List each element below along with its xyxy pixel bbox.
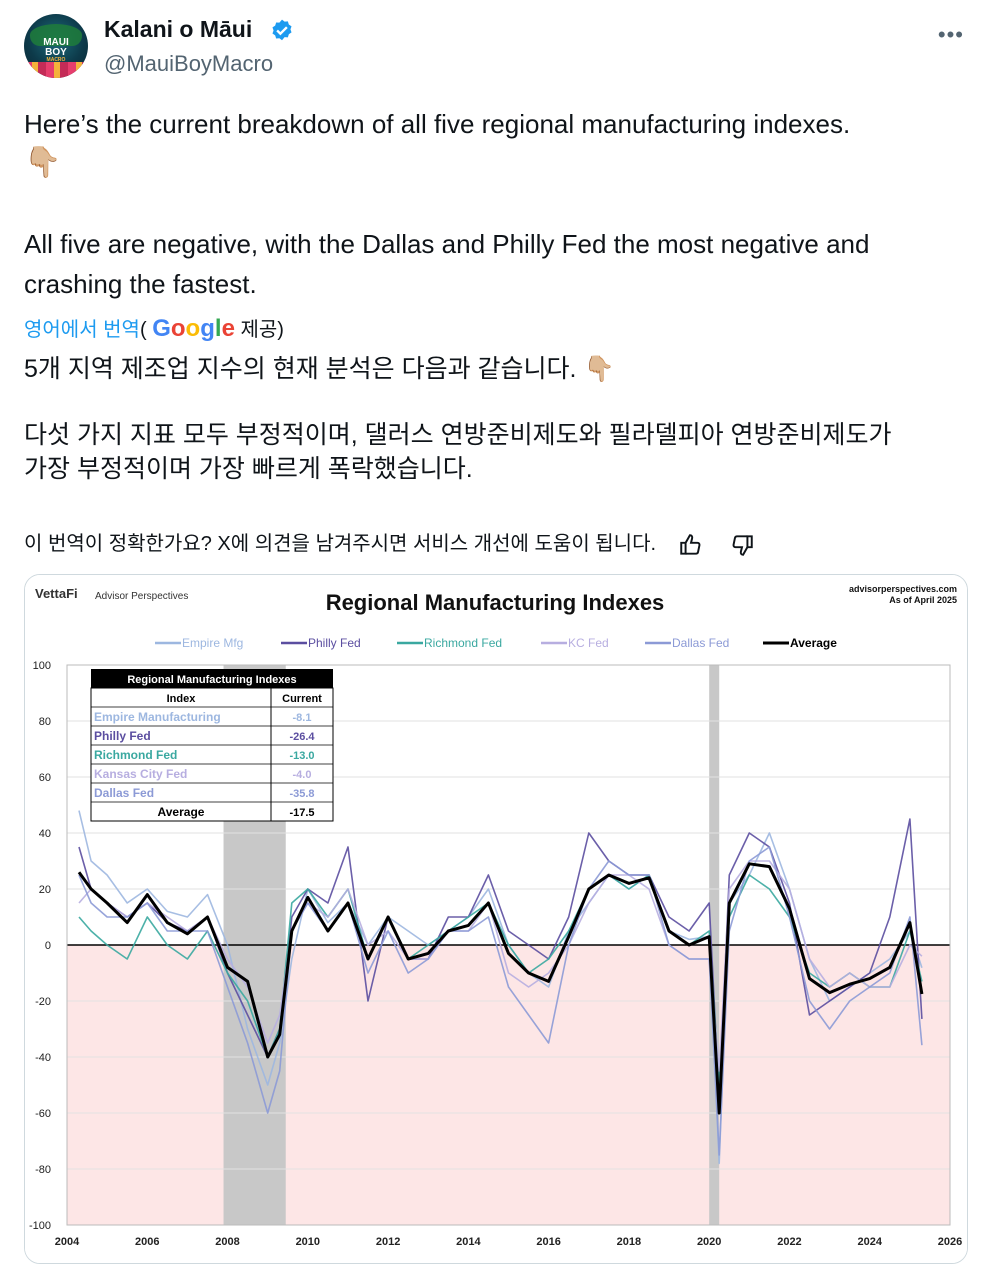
translation-feedback: 이 번역이 정확한가요? X에 의견을 남겨주시면 서비스 개선에 도움이 됩니… — [24, 527, 755, 558]
tweet-text-line: All five are negative, with the Dallas a… — [24, 229, 870, 259]
table-row-value: -35.8 — [289, 788, 314, 800]
series-line-empire-mfg — [78, 810, 923, 1165]
table-header: Current — [282, 693, 322, 705]
table-body — [90, 687, 334, 822]
y-tick-label: 100 — [33, 660, 51, 672]
legend-label: Dallas Fed — [672, 636, 729, 650]
tweet-text-line: crashing the fastest. — [24, 269, 257, 299]
table-row-name: Empire Manufacturing — [94, 710, 221, 724]
translation-attribution: 영어에서 번역( Google 제공) — [24, 313, 284, 343]
table-header: Index — [167, 693, 197, 705]
table-row-name: Richmond Fed — [94, 748, 177, 762]
google-logo: Google — [152, 315, 235, 342]
avatar-text: MACRO — [46, 57, 66, 63]
chart-image-card[interactable]: VettaFi Advisor Perspectives Regional Ma… — [24, 574, 968, 1264]
legend-label: Average — [790, 636, 837, 650]
x-tick-label: 2022 — [777, 1236, 801, 1248]
data-table: Regional Manufacturing Indexes Index Curre… — [90, 669, 334, 822]
x-tick-label: 2014 — [456, 1236, 481, 1248]
y-tick-label: -60 — [35, 1108, 51, 1120]
translate-link[interactable]: 영어에서 번역 — [24, 319, 140, 341]
verified-badge-icon — [272, 19, 292, 41]
translated-text: 5개 지역 제조업 지수의 현재 분석은 다음과 같습니다. — [24, 355, 577, 383]
series-line-dallas-fed — [78, 846, 923, 1156]
table-row-name: Average — [158, 805, 205, 819]
avatar-text: MAUI — [43, 37, 69, 48]
pointing-down-emoji: 👇🏼 — [24, 146, 62, 179]
y-tick-label: 0 — [45, 940, 51, 952]
x-tick-label: 2024 — [857, 1236, 882, 1248]
regional-manufacturing-chart: VettaFi Advisor Perspectives Regional Ma… — [25, 575, 967, 1263]
y-tick-label: 40 — [39, 828, 51, 840]
table-row-name: Dallas Fed — [94, 786, 154, 800]
tweet-text-line: Here’s the current breakdown of all five… — [24, 109, 851, 139]
author-handle[interactable]: @MauiBoyMacro — [104, 51, 274, 76]
y-tick-label: -80 — [35, 1164, 51, 1176]
x-tick-label: 2010 — [296, 1236, 320, 1248]
chart-as-of: As of April 2025 — [889, 595, 957, 605]
y-tick-label: -100 — [29, 1220, 51, 1232]
legend-label: Richmond Fed — [424, 636, 502, 650]
legend: Empire Mfg Philly Fed Richmond Fed KC Fed Da… — [155, 636, 837, 650]
brand-subtitle: Advisor Perspectives — [95, 591, 188, 602]
thumbs-down-icon[interactable] — [729, 532, 755, 558]
feedback-text: 이 번역이 정확한가요? X에 의견을 남겨주시면 서비스 개선에 도움이 됩니… — [24, 533, 657, 555]
paren: ( — [139, 319, 147, 341]
series-line-richmond-fed — [78, 874, 923, 1086]
table-row-value: -8.1 — [293, 712, 312, 724]
x-tick-label: 2004 — [55, 1236, 80, 1248]
x-tick-label: 2008 — [215, 1236, 239, 1248]
translated-text-line: 5개 지역 제조업 지수의 현재 분석은 다음과 같습니다. 👇🏼 — [24, 352, 969, 386]
y-tick-label: 60 — [39, 772, 51, 784]
more-icon[interactable]: ••• — [937, 22, 964, 47]
y-tick-label: -40 — [35, 1052, 51, 1064]
table-row-value: -26.4 — [289, 731, 315, 743]
x-tick-label: 2026 — [938, 1236, 962, 1248]
brand-logo: VettaFi — [35, 586, 78, 601]
negative-region — [67, 945, 950, 1225]
plot-area: 100 80 60 40 20 0 -20 -40 -60 -80 -100 2004 2006 2008… — [29, 660, 962, 1248]
chart-title: Regional Manufacturing Indexes — [326, 590, 665, 615]
pointing-down-emoji: 👇🏼 — [583, 355, 615, 383]
table-title-bar — [91, 669, 333, 688]
avatar[interactable]: MAUI BOY MACRO — [24, 14, 88, 78]
chart-source: advisorperspectives.com — [849, 584, 957, 594]
translate-suffix: 제공) — [234, 319, 284, 341]
avatar-text: BOY — [45, 47, 67, 58]
y-tick-label: 20 — [39, 884, 51, 896]
x-tick-label: 2018 — [617, 1236, 641, 1248]
table-row-value: -4.0 — [293, 769, 312, 781]
table-row-name: Philly Fed — [94, 729, 151, 743]
table-row-value: -17.5 — [289, 807, 314, 819]
tweet-header: MAUI BOY MACRO Kalani o Māui @MauiBoyMacr… — [24, 14, 964, 84]
table-row-value: -13.0 — [289, 750, 314, 762]
legend-label: Empire Mfg — [182, 636, 243, 650]
translated-text-line: 다섯 가지 지표 모두 부정적이며, 댈러스 연방준비제도와 필라델피아 연방준… — [24, 421, 892, 449]
y-tick-label: -20 — [35, 996, 51, 1008]
x-tick-label: 2012 — [376, 1236, 400, 1248]
table-title: Regional Manufacturing Indexes — [127, 674, 296, 686]
x-tick-label: 2016 — [536, 1236, 560, 1248]
translated-text-line: 가장 부정적이며 가장 빠르게 폭락했습니다. — [24, 455, 473, 483]
legend-label: Philly Fed — [308, 636, 361, 650]
x-tick-label: 2020 — [697, 1236, 721, 1248]
legend-label: KC Fed — [568, 636, 609, 650]
thumbs-up-icon[interactable] — [678, 532, 704, 558]
series-line-kc-fed — [78, 860, 923, 1072]
plot-border — [66, 664, 951, 1226]
author-name[interactable]: Kalani o Māui — [104, 16, 253, 42]
x-tick-label: 2006 — [135, 1236, 159, 1248]
table-row-name: Kansas City Fed — [94, 767, 187, 781]
y-tick-label: 80 — [39, 716, 51, 728]
series-line-average — [77, 862, 924, 1115]
